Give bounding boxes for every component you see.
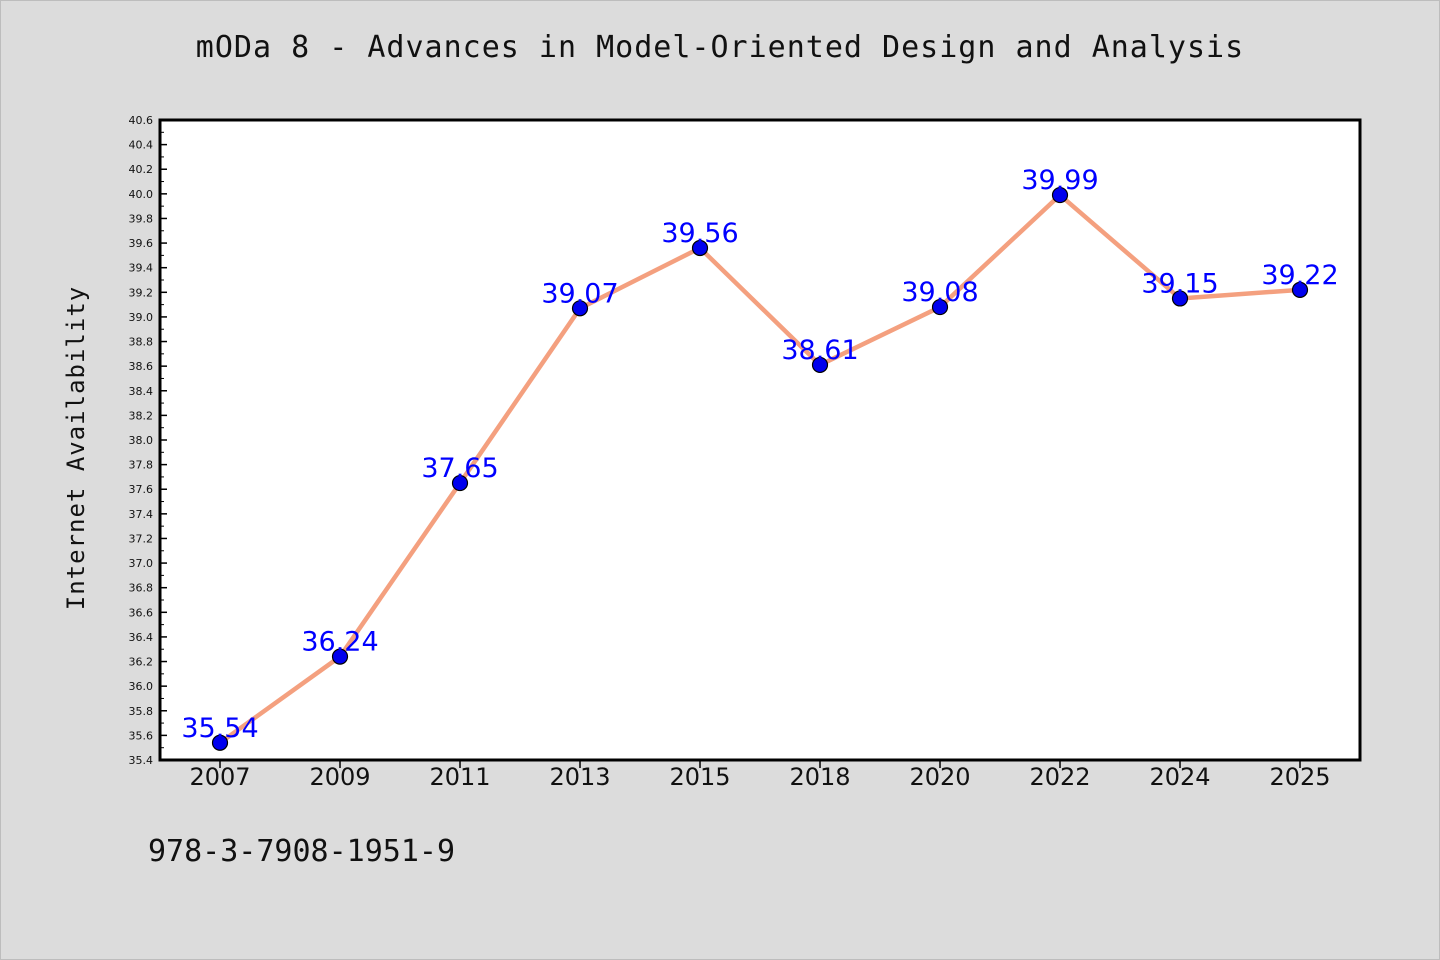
x-axis: 2007 2009 2011 2013 2015 2018 2020 2022 2024 2025 xyxy=(189,760,1331,791)
x-tick-label: 2022 xyxy=(1029,763,1090,791)
data-label: 39.08 xyxy=(901,277,978,308)
data-point xyxy=(211,734,229,751)
series-line xyxy=(218,192,1301,745)
x-tick-label: 2009 xyxy=(309,763,370,791)
data-point xyxy=(331,648,349,665)
x-tick-label: 2025 xyxy=(1269,763,1330,791)
y-tick-label: 40.2 xyxy=(129,163,154,176)
y-tick-label: 38.6 xyxy=(129,360,154,373)
data-label: 39.22 xyxy=(1261,260,1338,291)
data-label: 39.56 xyxy=(661,218,738,249)
y-tick-label: 39.2 xyxy=(129,286,154,299)
data-point xyxy=(451,474,469,492)
y-tick-label: 37.4 xyxy=(129,508,154,521)
data-point xyxy=(691,239,709,257)
y-tick-label: 40.4 xyxy=(129,139,154,152)
data-series: 35.54 36.24 37.65 39.07 39.56 38.61 39.08 39.99… xyxy=(181,165,1339,751)
y-tick-label: 37.2 xyxy=(129,532,154,545)
x-tick-label: 2018 xyxy=(789,763,850,791)
data-label: 39.15 xyxy=(1141,268,1218,299)
y-tick-label: 37.6 xyxy=(129,483,154,496)
y-tick-label: 38.4 xyxy=(129,385,154,398)
y-tick-label: 36.6 xyxy=(129,606,154,619)
data-point xyxy=(1291,281,1309,298)
chart-title: mODa 8 - Advances in Model-Oriented Desi… xyxy=(195,30,1245,65)
isbn-code: 978-3-7908-1951-9 xyxy=(148,834,456,869)
data-label: 36.24 xyxy=(301,627,378,658)
x-tick-label: 2020 xyxy=(909,763,970,791)
y-tick-label: 40.6 xyxy=(129,114,154,127)
plot-area xyxy=(158,118,1362,762)
data-label: 37.65 xyxy=(421,453,498,484)
x-tick-label: 2024 xyxy=(1149,763,1210,791)
y-tick-label: 37.0 xyxy=(129,557,154,570)
y-tick-label: 38.2 xyxy=(129,409,154,422)
y-tick-label: 39.4 xyxy=(129,262,154,275)
y-tick-label: 37.8 xyxy=(129,459,154,472)
data-label: 38.61 xyxy=(781,335,858,366)
data-point xyxy=(1171,290,1189,307)
data-point xyxy=(931,298,949,316)
y-tick-label: 40.0 xyxy=(129,188,154,201)
data-point xyxy=(811,356,829,374)
y-tick-label: 39.0 xyxy=(129,311,154,324)
data-label: 35.54 xyxy=(181,713,258,744)
x-tick-label: 2015 xyxy=(669,763,730,791)
y-tick-label: 35.8 xyxy=(129,705,154,718)
y-tick-label: 35.4 xyxy=(129,754,154,767)
y-tick-label: 35.6 xyxy=(129,729,154,742)
y-axis: 35.4 35.6 35.8 36.0 36.2 36.4 36.6 36.8 37.0 37.2… xyxy=(129,114,167,767)
x-tick-label: 2011 xyxy=(429,763,490,791)
y-tick-label: 39.6 xyxy=(129,237,154,250)
y-tick-label: 38.0 xyxy=(129,434,154,447)
y-tick-label: 36.2 xyxy=(129,656,154,669)
y-tick-label: 38.8 xyxy=(129,336,154,349)
y-tick-label: 36.0 xyxy=(129,680,154,693)
y-axis-label: Internet Availability xyxy=(62,286,90,610)
data-point xyxy=(571,300,589,317)
y-tick-label: 36.8 xyxy=(129,582,154,595)
data-label: 39.99 xyxy=(1021,165,1098,196)
x-tick-label: 2007 xyxy=(189,763,250,791)
y-tick-label: 36.4 xyxy=(129,631,154,644)
y-tick-label: 39.8 xyxy=(129,212,154,225)
data-label: 39.07 xyxy=(541,278,618,309)
data-point xyxy=(1051,186,1069,204)
x-tick-label: 2013 xyxy=(549,763,610,791)
